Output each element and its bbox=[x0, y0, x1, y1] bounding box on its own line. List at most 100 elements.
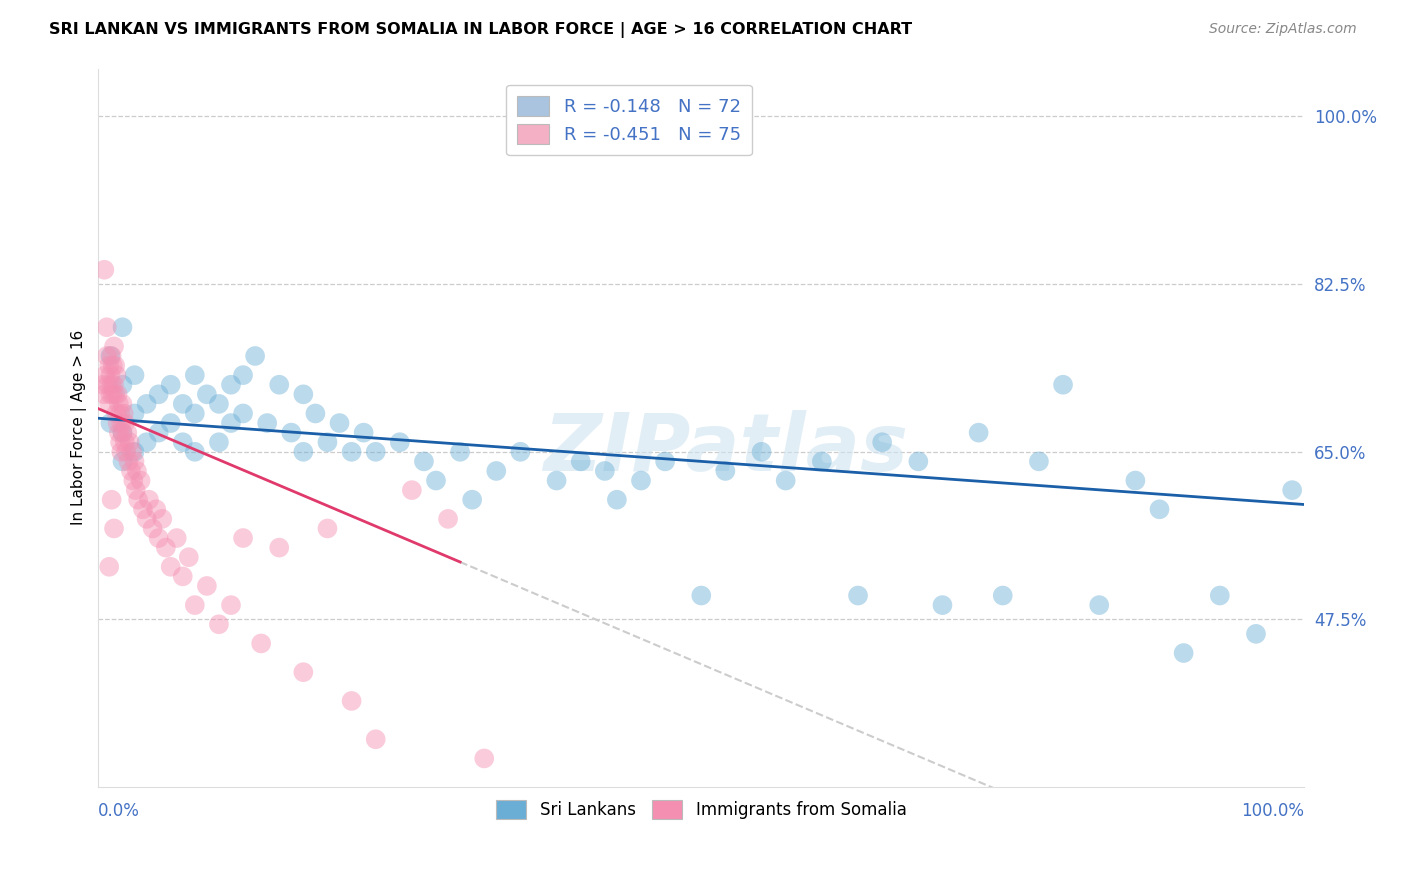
Point bbox=[104, 359, 127, 373]
Point bbox=[101, 387, 124, 401]
Y-axis label: In Labor Force | Age > 16: In Labor Force | Age > 16 bbox=[72, 330, 87, 525]
Point bbox=[593, 464, 616, 478]
Point bbox=[219, 416, 242, 430]
Point bbox=[96, 320, 118, 334]
Text: 0.0%: 0.0% bbox=[98, 802, 141, 820]
Point bbox=[91, 377, 114, 392]
Point bbox=[280, 425, 302, 440]
Point bbox=[461, 492, 484, 507]
Point bbox=[256, 416, 278, 430]
Point bbox=[485, 464, 508, 478]
Point bbox=[654, 454, 676, 468]
Point bbox=[124, 368, 146, 383]
Point bbox=[606, 492, 628, 507]
Point bbox=[125, 483, 148, 497]
Point bbox=[135, 397, 157, 411]
Point bbox=[103, 377, 125, 392]
Point bbox=[100, 416, 122, 430]
Point bbox=[219, 377, 242, 392]
Point bbox=[569, 454, 592, 468]
Point bbox=[811, 454, 834, 468]
Point bbox=[150, 512, 173, 526]
Point bbox=[1088, 598, 1111, 612]
Point bbox=[172, 435, 194, 450]
Point bbox=[931, 598, 953, 612]
Point bbox=[1209, 589, 1232, 603]
Point bbox=[107, 387, 129, 401]
Point bbox=[107, 416, 129, 430]
Point bbox=[100, 349, 122, 363]
Point bbox=[1281, 483, 1303, 497]
Point bbox=[1028, 454, 1050, 468]
Point bbox=[97, 377, 120, 392]
Text: SRI LANKAN VS IMMIGRANTS FROM SOMALIA IN LABOR FORCE | AGE > 16 CORRELATION CHAR: SRI LANKAN VS IMMIGRANTS FROM SOMALIA IN… bbox=[49, 22, 912, 38]
Point bbox=[159, 559, 181, 574]
Point bbox=[250, 636, 273, 650]
Point bbox=[101, 359, 124, 373]
Text: ZIPatlas: ZIPatlas bbox=[543, 410, 908, 489]
Point bbox=[108, 435, 131, 450]
Point bbox=[108, 397, 131, 411]
Point bbox=[1244, 627, 1267, 641]
Point bbox=[316, 435, 339, 450]
Text: 100.0%: 100.0% bbox=[1241, 802, 1305, 820]
Point bbox=[219, 598, 242, 612]
Point bbox=[148, 531, 170, 545]
Point bbox=[714, 464, 737, 478]
Point bbox=[103, 521, 125, 535]
Point bbox=[425, 474, 447, 488]
Point bbox=[117, 425, 139, 440]
Point bbox=[177, 550, 200, 565]
Point bbox=[472, 751, 495, 765]
Point bbox=[100, 368, 122, 383]
Point bbox=[751, 445, 773, 459]
Point bbox=[184, 445, 207, 459]
Point bbox=[98, 397, 121, 411]
Point bbox=[120, 464, 142, 478]
Point bbox=[340, 445, 363, 459]
Point bbox=[184, 407, 207, 421]
Point bbox=[364, 732, 387, 747]
Point bbox=[117, 454, 139, 468]
Point bbox=[292, 665, 315, 680]
Point bbox=[135, 435, 157, 450]
Point bbox=[166, 531, 188, 545]
Point bbox=[105, 407, 128, 421]
Point bbox=[132, 502, 155, 516]
Point bbox=[103, 339, 125, 353]
Point bbox=[243, 349, 266, 363]
Point bbox=[353, 425, 375, 440]
Point bbox=[172, 569, 194, 583]
Point bbox=[269, 541, 291, 555]
Point bbox=[195, 387, 218, 401]
Point bbox=[96, 349, 118, 363]
Point bbox=[172, 397, 194, 411]
Point bbox=[232, 368, 254, 383]
Point bbox=[304, 407, 326, 421]
Point bbox=[100, 492, 122, 507]
Point bbox=[148, 425, 170, 440]
Point bbox=[114, 435, 136, 450]
Point bbox=[401, 483, 423, 497]
Point bbox=[110, 445, 132, 459]
Point bbox=[449, 445, 471, 459]
Point bbox=[388, 435, 411, 450]
Point bbox=[159, 416, 181, 430]
Point bbox=[122, 474, 145, 488]
Point bbox=[94, 368, 117, 383]
Point bbox=[1173, 646, 1195, 660]
Point bbox=[195, 579, 218, 593]
Point bbox=[114, 416, 136, 430]
Point bbox=[159, 377, 181, 392]
Point bbox=[870, 435, 893, 450]
Point bbox=[100, 349, 122, 363]
Legend: Sri Lankans, Immigrants from Somalia: Sri Lankans, Immigrants from Somalia bbox=[489, 793, 912, 826]
Point bbox=[1052, 377, 1074, 392]
Point bbox=[100, 387, 122, 401]
Point bbox=[292, 387, 315, 401]
Point bbox=[111, 425, 134, 440]
Point bbox=[112, 407, 135, 421]
Point bbox=[142, 521, 165, 535]
Point bbox=[991, 589, 1014, 603]
Text: Source: ZipAtlas.com: Source: ZipAtlas.com bbox=[1209, 22, 1357, 37]
